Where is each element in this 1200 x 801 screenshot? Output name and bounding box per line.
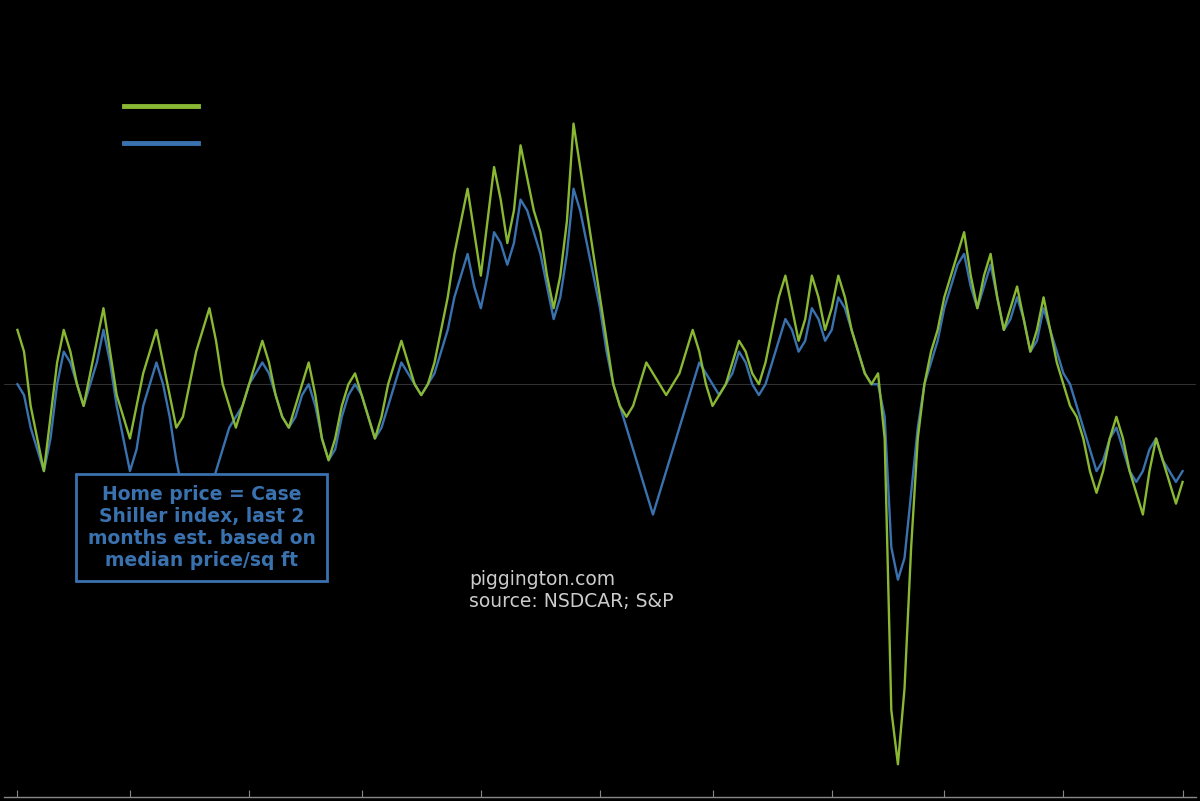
Text: Home price = Case
Shiller index, last 2
months est. based on
median price/sq ft: Home price = Case Shiller index, last 2 … — [88, 485, 316, 570]
Text: piggington.com
source: NSDCAR; S&P: piggington.com source: NSDCAR; S&P — [469, 570, 673, 611]
